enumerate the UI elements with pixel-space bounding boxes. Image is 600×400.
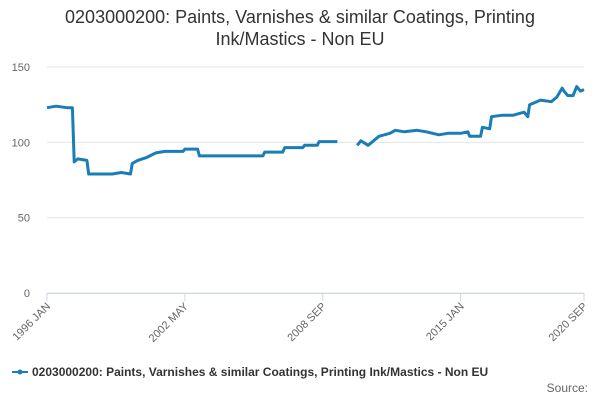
x-tick-label: 1996 JAN (10, 301, 53, 344)
x-tick-label: 2020 SEP (547, 301, 591, 345)
chart-title: 0203000200: Paints, Varnishes & similar … (65, 7, 535, 49)
source: Source: (547, 381, 588, 395)
legend-label: 0203000200: Paints, Varnishes & similar … (32, 365, 488, 379)
x-tick-label: 2008 SEP (285, 301, 329, 345)
legend-marker-dot (17, 369, 23, 375)
x-tick-label: 2015 JAN (424, 301, 467, 344)
y-tick-label: 100 (12, 137, 30, 149)
y-tick-label: 150 (12, 62, 30, 74)
y-tick-label: 0 (24, 288, 30, 300)
y-tick-label: 50 (18, 213, 30, 225)
data-line (46, 85, 585, 176)
x-tick-label: 2002 MAY (147, 300, 192, 345)
